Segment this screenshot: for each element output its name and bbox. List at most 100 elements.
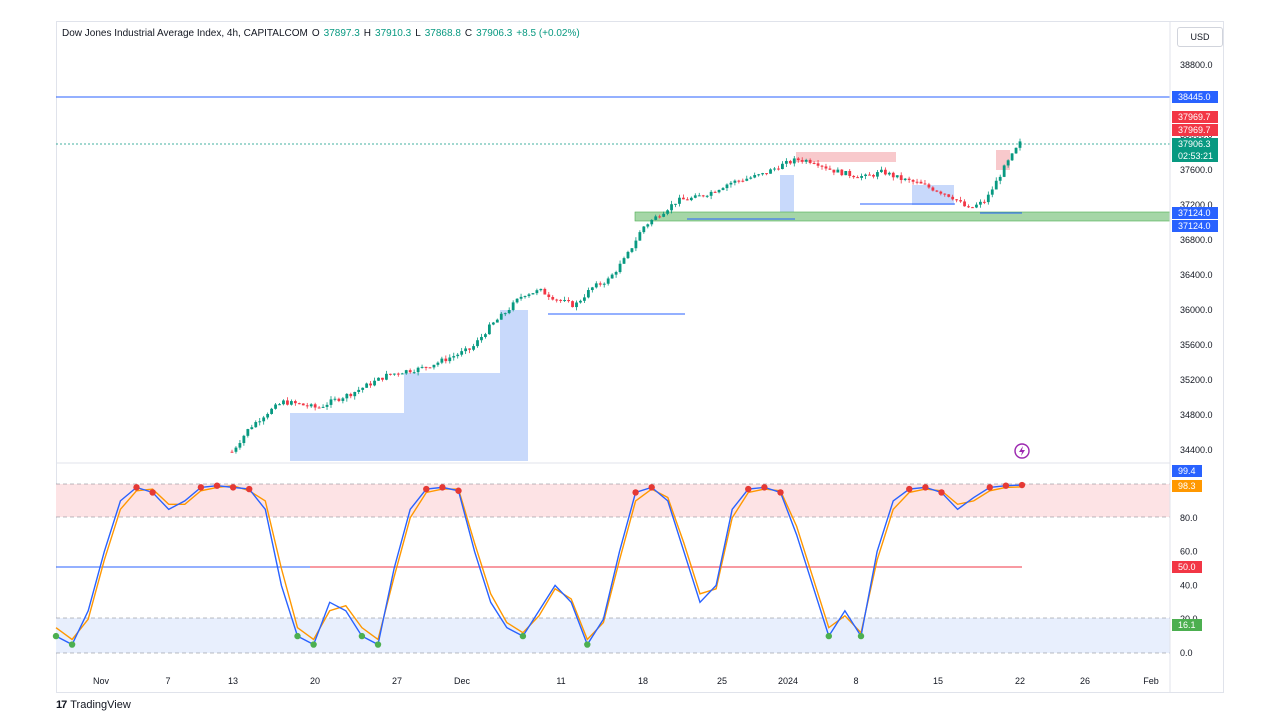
oversold-signal-dot bbox=[584, 641, 591, 648]
candle-body bbox=[685, 199, 689, 201]
candle-body bbox=[345, 393, 349, 399]
alert-lightning-icon[interactable] bbox=[1014, 443, 1030, 459]
stoch-tag-bg bbox=[1172, 561, 1202, 573]
candle-body bbox=[567, 300, 570, 302]
price-tick-label: 36800.0 bbox=[1180, 235, 1213, 245]
overbought-signal-dot bbox=[745, 485, 752, 493]
candle-body bbox=[392, 373, 396, 375]
overbought-band bbox=[56, 484, 1170, 517]
candle-body bbox=[860, 176, 864, 178]
price-tag-bg bbox=[1172, 111, 1218, 123]
candle-body bbox=[812, 162, 816, 164]
candle-body bbox=[693, 195, 697, 198]
candle-body bbox=[638, 232, 642, 241]
candle-body bbox=[725, 184, 729, 189]
time-tick-label: 25 bbox=[717, 676, 727, 686]
candle-body bbox=[531, 293, 535, 295]
candle-body bbox=[678, 197, 681, 204]
candle-body bbox=[887, 172, 891, 175]
fvg-zone-1 bbox=[290, 413, 404, 461]
candle-body bbox=[337, 398, 341, 401]
lightning-icon-glyph bbox=[1019, 446, 1025, 456]
candle-body bbox=[765, 173, 768, 175]
candle-body bbox=[464, 348, 468, 352]
candle-body bbox=[836, 169, 840, 173]
candle-body bbox=[468, 348, 471, 350]
time-tick-label: 18 bbox=[638, 676, 648, 686]
stoch-tag-label: 98.3 bbox=[1178, 481, 1196, 491]
supply-zone-2 bbox=[996, 150, 1010, 170]
candle-body bbox=[634, 240, 638, 249]
candle-body bbox=[539, 288, 543, 291]
high-label: H bbox=[363, 28, 372, 39]
high-value: 37910.3 bbox=[375, 28, 412, 39]
candle-body bbox=[313, 404, 317, 408]
stoch-tick-label: 80.0 bbox=[1180, 513, 1198, 523]
candle-body bbox=[947, 194, 951, 197]
candle-body bbox=[266, 413, 270, 418]
price-tick-label: 35600.0 bbox=[1180, 340, 1213, 350]
candle-body bbox=[238, 443, 242, 448]
candle-body bbox=[456, 354, 460, 357]
candle-body bbox=[828, 168, 832, 170]
price-tag-bg bbox=[1172, 91, 1218, 103]
overbought-signal-dot bbox=[197, 484, 205, 491]
candle-body bbox=[923, 183, 927, 185]
time-tick-label: 22 bbox=[1015, 676, 1025, 686]
candle-body bbox=[325, 404, 329, 407]
candle-body bbox=[967, 206, 970, 208]
candle-body bbox=[404, 370, 408, 374]
close-value: 37906.3 bbox=[476, 28, 513, 39]
candle-body bbox=[254, 422, 258, 428]
candle-body bbox=[670, 204, 673, 211]
candle-body bbox=[579, 300, 582, 303]
candle-body bbox=[927, 184, 931, 188]
candle-body bbox=[543, 288, 547, 295]
candle-body bbox=[1010, 153, 1014, 161]
candle-body bbox=[515, 298, 519, 303]
currency-selector[interactable]: USD bbox=[1177, 27, 1223, 47]
candle-body bbox=[436, 362, 440, 365]
candle-body bbox=[737, 180, 741, 182]
candle-body bbox=[935, 190, 939, 192]
price-tag-bg bbox=[1172, 138, 1218, 150]
candle-body bbox=[246, 429, 250, 436]
candle-body bbox=[499, 313, 503, 320]
candle-body bbox=[689, 197, 693, 201]
price-tick-label: 37200.0 bbox=[1180, 200, 1213, 210]
stoch-tag-bg bbox=[1172, 480, 1202, 492]
brand-name: TradingView bbox=[70, 699, 131, 711]
candle-body bbox=[975, 204, 978, 208]
time-tick-label: Nov bbox=[93, 676, 110, 686]
candle-body bbox=[745, 178, 749, 181]
overbought-signal-dot bbox=[1002, 482, 1010, 489]
candle-body bbox=[717, 189, 721, 193]
candle-body bbox=[939, 191, 943, 194]
price-tag-bg bbox=[1172, 220, 1218, 232]
candle-body bbox=[832, 169, 836, 173]
candle-body bbox=[891, 172, 895, 178]
candle-body bbox=[1002, 165, 1006, 177]
candle-body bbox=[408, 370, 412, 373]
candle-body bbox=[864, 174, 867, 177]
stoch-tick-label: 0.0 bbox=[1180, 648, 1193, 658]
tradingview-logo[interactable]: 17 TradingView bbox=[56, 699, 131, 711]
candle-body bbox=[242, 435, 246, 444]
candle-body bbox=[503, 313, 507, 315]
price-tag-label: 37969.7 bbox=[1178, 112, 1211, 122]
price-tick-label: 38800.0 bbox=[1180, 60, 1213, 70]
candle-body bbox=[586, 290, 590, 298]
candle-body bbox=[341, 398, 345, 401]
overbought-signal-dot bbox=[213, 482, 221, 489]
candle-body bbox=[622, 258, 626, 264]
candle-body bbox=[705, 195, 709, 197]
candle-body bbox=[666, 210, 669, 214]
overbought-signal-dot bbox=[423, 485, 430, 493]
candle-body bbox=[903, 178, 907, 181]
candle-body bbox=[448, 357, 452, 362]
candle-body bbox=[365, 383, 369, 388]
symbol-title[interactable]: Dow Jones Industrial Average Index, 4h, … bbox=[62, 28, 308, 39]
overbought-signal-dot bbox=[906, 485, 913, 493]
candle-body bbox=[899, 175, 903, 181]
